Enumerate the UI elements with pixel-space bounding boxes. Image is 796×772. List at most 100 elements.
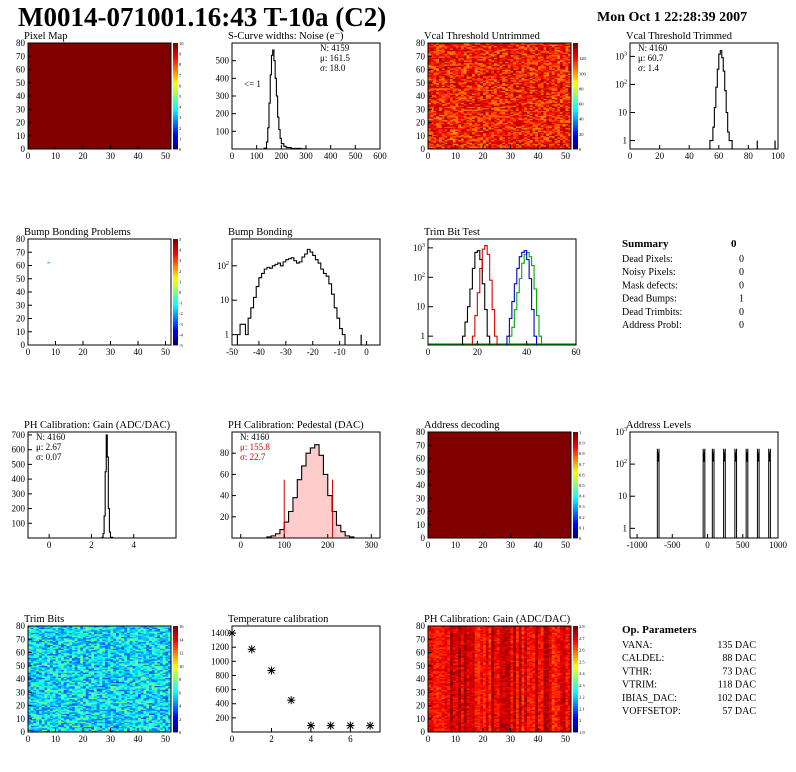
bump-bonding-xtick-label: 0 — [364, 347, 369, 357]
ph-pedestal-xtick-label: 200 — [321, 540, 335, 550]
vcal-untrimmed-title: Vcal Threshold Untrimmed — [424, 31, 541, 42]
trim-bits-zlabel: 6 — [179, 690, 182, 695]
summary-label: Dead Bumps: — [622, 294, 677, 305]
summary-value: 0 — [739, 254, 744, 265]
temperature-calibration-point — [267, 667, 275, 675]
pixel-map-xtick-label: 0 — [26, 151, 31, 161]
op-parameter-label: VTRIM: — [622, 680, 657, 691]
pixel-map-zlabel: 3 — [179, 115, 182, 120]
temperature-calibration-point — [248, 645, 256, 653]
vcal-untrimmed-zlabel: 80 — [579, 86, 584, 91]
temperature-calibration-ytick-label: 1200 — [211, 642, 230, 652]
temperature-calibration-xtick-label: 4 — [309, 734, 314, 744]
ph-pedestal-xtick-label: 100 — [277, 540, 291, 550]
ph-gain-ytick-label: 200 — [12, 504, 26, 514]
pixel-map-zlabel: 5 — [179, 94, 182, 99]
bump-bonding-problems-dot — [47, 262, 50, 264]
trim-bits-xtick-label: 40 — [134, 734, 144, 744]
temperature-calibration-point — [366, 722, 374, 730]
scurve-noise-series — [262, 50, 309, 149]
vcal-trimmed-xtick-label: 80 — [744, 151, 754, 161]
scurve-noise-xtick-label: 300 — [299, 151, 313, 161]
ph-gain-xtick-label: 0 — [47, 540, 52, 550]
ph-gain-map-xtick-label: 10 — [451, 734, 461, 744]
ph-gain-map-zlabel: 2.5 — [579, 659, 585, 664]
address-levels-xtick-label: 500 — [736, 540, 750, 550]
op-parameter-label: VTHR: — [622, 666, 652, 677]
vcal-untrimmed-ytick-label: 20 — [416, 118, 426, 128]
pixel-map-ytick-label: 0 — [21, 144, 26, 154]
scurve-noise-ytick-label: 500 — [216, 56, 230, 66]
bump-bonding-problems-xtick-label: 30 — [106, 347, 116, 357]
ph-gain-map-xtick-label: 20 — [479, 734, 489, 744]
bump-bonding-problems-zlabel: -5 — [179, 343, 183, 348]
bump-bonding-problems-ytick-label: 60 — [16, 261, 26, 271]
bump-bonding-problems-zlabel: -1 — [179, 301, 183, 306]
trim-bits-zlabel: 0 — [179, 730, 182, 735]
bump-bonding-problems-zlabel: -4 — [179, 332, 183, 337]
pixel-map-xtick-label: 10 — [51, 151, 61, 161]
scurve-noise-xtick-label: 600 — [373, 151, 387, 161]
temperature-calibration-ytick-label: 800 — [216, 670, 230, 680]
scurve-noise-xtick-label: 100 — [250, 151, 264, 161]
address-decoding-ytick-label: 20 — [416, 507, 426, 517]
trim-bits-xtick-label: 20 — [79, 734, 89, 744]
ph-gain-map-cells — [428, 626, 571, 732]
temperature-calibration-title: Temperature calibration — [228, 614, 329, 625]
scurve-noise-ytick-label: 100 — [216, 126, 230, 136]
bump-bonding-frame — [232, 239, 380, 345]
trim-bits-ytick-label: 60 — [16, 648, 26, 658]
address-decoding-zlabel: 0.1 — [579, 525, 585, 530]
vcal-untrimmed-zlabel: 100 — [579, 71, 587, 76]
pixel-map-xtick-label: 40 — [134, 151, 144, 161]
summary-label: Address Probl: — [622, 320, 682, 331]
address-decoding-xtick-label: 20 — [479, 540, 489, 550]
vcal-untrimmed-ytick-label: 70 — [416, 51, 426, 61]
trim-bit-test-xtick-label: 40 — [522, 347, 532, 357]
scurve-noise-ytick-label: 300 — [216, 91, 230, 101]
ph-gain-map-zlabel: 2.4 — [579, 671, 585, 676]
trim-bits-xtick-label: 50 — [161, 734, 171, 744]
scurve-noise-xtick-label: 200 — [275, 151, 289, 161]
trim-bit-test-ytick-label: 103 — [413, 243, 425, 253]
trim-bits-color-scale — [173, 626, 178, 732]
ph-gain-ytick-label: 700 — [12, 430, 26, 440]
bump-bonding-problems-xtick-label: 20 — [79, 347, 89, 357]
pixel-map-zlabel: 9 — [179, 52, 182, 57]
trim-bits-zlabel: 14 — [179, 637, 184, 642]
address-levels-ytick-label: 10 — [618, 491, 628, 501]
address-levels-peak — [703, 449, 705, 538]
ph-pedestal-chart: PH Calibration: Pedestal (DAC)0 100 200 300… — [220, 420, 380, 550]
pixel-map-ytick-label: 30 — [16, 104, 26, 114]
address-levels-peak — [735, 449, 737, 538]
vcal-trimmed-ytick-label: 10 — [618, 107, 628, 117]
op-parameter-value: 135 DAC — [717, 640, 756, 651]
address-decoding-zlabel: 0.2 — [579, 515, 585, 520]
address-decoding-ytick-label: 0 — [421, 533, 426, 543]
bump-bonding-problems-xtick-label: 0 — [26, 347, 31, 357]
ph-gain-ytick-label: 400 — [12, 474, 26, 484]
bump-bonding-problems-zlabel: 0 — [179, 290, 182, 295]
trim-bits-zlabel: 16 — [179, 624, 184, 629]
ph-gain-map-zlabel: 2.3 — [579, 683, 585, 688]
scurve-noise-stat: μ: 161.5 — [320, 53, 350, 63]
trim-bits-ytick-label: 30 — [16, 687, 26, 697]
pixel-map-zlabel: 6 — [179, 83, 182, 88]
vcal-trimmed-ytick-label: 103 — [615, 51, 627, 61]
trim-bits-title: Trim Bits — [24, 614, 64, 625]
trim-bit-test-xtick-label: 20 — [473, 347, 483, 357]
address-decoding-xtick-label: 50 — [561, 540, 571, 550]
address-decoding-ytick-label: 70 — [416, 440, 426, 450]
temperature-calibration-frame — [232, 626, 380, 732]
bump-bonding-problems-zlabel: 2 — [179, 269, 181, 274]
op-parameter-label: VOFFSETOP: — [622, 706, 681, 717]
pixel-map-xtick-label: 20 — [79, 151, 89, 161]
address-decoding-ytick-label: 40 — [416, 480, 426, 490]
pixel-map-zlabel: 4 — [179, 105, 182, 110]
ph-gain-stat: N: 4160 — [36, 432, 66, 442]
address-decoding-zlabel: 0.7 — [579, 462, 585, 467]
scurve-noise-title: S-Curve widths: Noise (e⁻) — [228, 31, 344, 42]
